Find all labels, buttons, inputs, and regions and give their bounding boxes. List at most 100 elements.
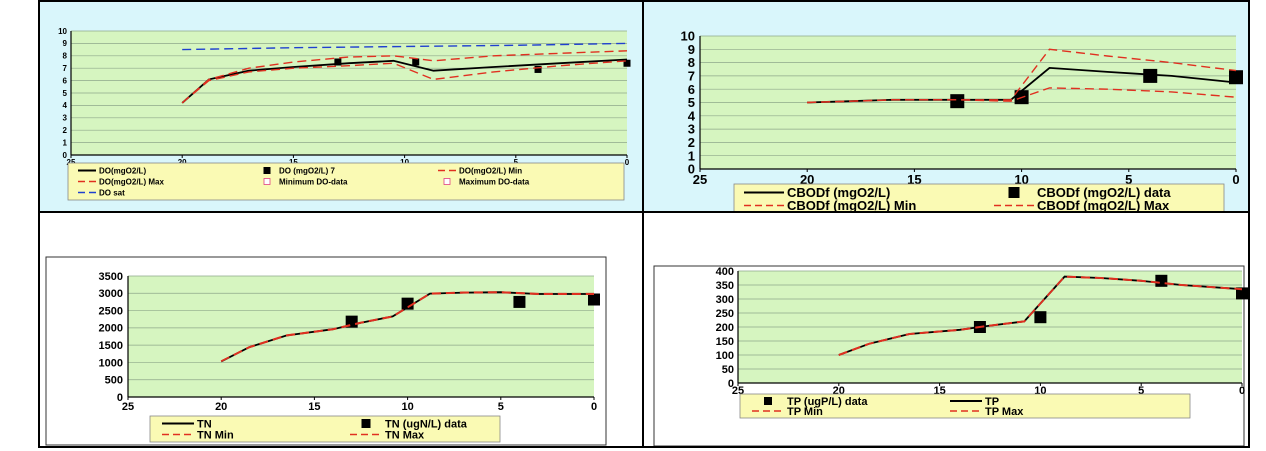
y-tick-label: 2500 [99, 305, 123, 317]
y-tick-label: 3 [63, 114, 68, 123]
y-tick-label: 2 [63, 126, 68, 135]
x-tick-label: 20 [800, 172, 814, 187]
legend-marker [1008, 187, 1020, 198]
data-marker [513, 295, 526, 308]
y-tick-label: 3500 [99, 271, 123, 283]
x-tick-label: 15 [907, 172, 921, 187]
cell-do: 0 1 2 3 4 5 6 7 8 9 10 25 20 15 10 5 0 DO(mgO2/L) DO (mgO2… [40, 2, 642, 211]
x-tick-label: 5 [1138, 385, 1144, 397]
legend-label: DO(mgO2/L) [99, 166, 146, 175]
legend-label: Maximum DO-data [459, 177, 530, 186]
y-tick-label: 7 [63, 64, 68, 73]
y-tick-label: 0 [117, 392, 123, 404]
series-line [838, 275, 1243, 356]
x-tick-label: 10 [400, 158, 409, 167]
data-marker [334, 58, 342, 66]
y-tick-label: 3000 [99, 288, 123, 300]
x-tick-label: 5 [514, 158, 519, 167]
y-tick-label: 1000 [99, 357, 123, 369]
legend-label: TN [197, 418, 212, 430]
y-tick-label: 4 [63, 101, 68, 110]
y-tick-label: 200 [716, 322, 734, 334]
y-tick-label: 2000 [99, 323, 123, 335]
x-tick-label: 15 [308, 401, 320, 413]
legend-marker [263, 178, 271, 185]
legend-label: CBODf (mgO2/L) data [1037, 185, 1171, 200]
y-tick-label: 0 [688, 162, 695, 177]
y-tick-label: 7 [688, 68, 695, 83]
y-tick-label: 1 [688, 148, 695, 163]
y-tick-label: 9 [688, 42, 695, 57]
x-tick-label: 0 [1232, 172, 1239, 187]
x-tick-label: 0 [625, 158, 630, 167]
x-tick-label: 5 [1125, 172, 1132, 187]
x-tick-label: 25 [693, 172, 707, 187]
data-marker [1229, 70, 1243, 85]
x-tick-label: 0 [1239, 385, 1245, 397]
y-tick-label: 4 [688, 108, 696, 123]
y-tick-label: 150 [716, 336, 734, 348]
y-tick-label: 1500 [99, 340, 123, 352]
x-tick-label: 20 [215, 401, 227, 413]
x-tick-label: 10 [1014, 172, 1028, 187]
series-line [181, 58, 628, 104]
data-marker [1155, 274, 1168, 287]
y-tick-label: 8 [63, 52, 68, 61]
y-tick-label: 350 [716, 280, 734, 292]
legend-box [733, 183, 1225, 215]
legend-label: CBODf (mgO2/L) Max [1037, 198, 1170, 211]
legend-label: CBODf (mgO2/L) Min [787, 198, 916, 211]
y-tick-label: 300 [716, 294, 734, 306]
x-tick-label: 20 [178, 158, 187, 167]
data-marker [1236, 287, 1248, 300]
x-tick-label: 15 [289, 158, 298, 167]
y-tick-label: 6 [688, 82, 695, 97]
series-line [807, 48, 1237, 104]
legend-label: TN Max [385, 429, 425, 441]
cell-tp: 0 50 100 150 200 250 300 350 400 25 20 15 10 5 0 TP (ug… [644, 213, 1248, 447]
legend-label: TP [985, 396, 999, 408]
x-tick-label: 5 [498, 401, 504, 413]
cell-cbod: 0 1 2 3 4 5 6 7 8 9 10 25 20 15 10 5 0 CBODf (mgO2/L) CBOD… [644, 2, 1248, 215]
legend-marker [263, 167, 271, 174]
y-tick-label: 10 [681, 29, 695, 44]
legend-marker [443, 178, 451, 185]
legend-box [149, 415, 501, 443]
legend-marker [764, 397, 772, 405]
series-line [181, 60, 628, 104]
legend-label: DO sat [99, 188, 125, 197]
data-marker [950, 94, 965, 109]
series-line [181, 50, 628, 104]
y-tick-label: 10 [58, 27, 67, 36]
y-tick-label: 500 [105, 375, 123, 387]
y-tick-label: 9 [63, 39, 68, 48]
y-tick-label: 5 [63, 89, 68, 98]
chart-grid-table [38, 0, 1250, 448]
table-divider-horizontal [38, 211, 1250, 213]
y-tick-label: 3 [688, 122, 695, 137]
data-marker [623, 59, 631, 67]
y-tick-label: 0 [728, 378, 734, 390]
data-marker [534, 65, 542, 73]
legend-label: DO(mgO2/L) Min [459, 166, 522, 175]
legend-box [67, 162, 625, 201]
legend-label: CBODf (mgO2/L) [787, 185, 890, 200]
legend-label: TP Max [985, 406, 1024, 418]
y-tick-label: 100 [716, 350, 734, 362]
table-divider-vertical [642, 0, 644, 448]
y-tick-label: 2 [688, 135, 695, 150]
legend-label: TP (ugP/L) data [787, 396, 868, 408]
series-line [182, 42, 628, 51]
legend-marker [361, 419, 371, 428]
x-tick-label: 10 [401, 401, 413, 413]
legend-label: TN Min [197, 429, 234, 441]
data-marker [1034, 311, 1047, 324]
legend-label: Minimum DO-data [279, 177, 348, 186]
data-marker [412, 58, 420, 66]
y-tick-label: 5 [688, 95, 695, 110]
legend-label: DO(mgO2/L) Max [99, 177, 164, 186]
y-tick-label: 1 [63, 138, 68, 147]
y-tick-label: 50 [722, 364, 734, 376]
y-tick-label: 6 [63, 76, 68, 85]
